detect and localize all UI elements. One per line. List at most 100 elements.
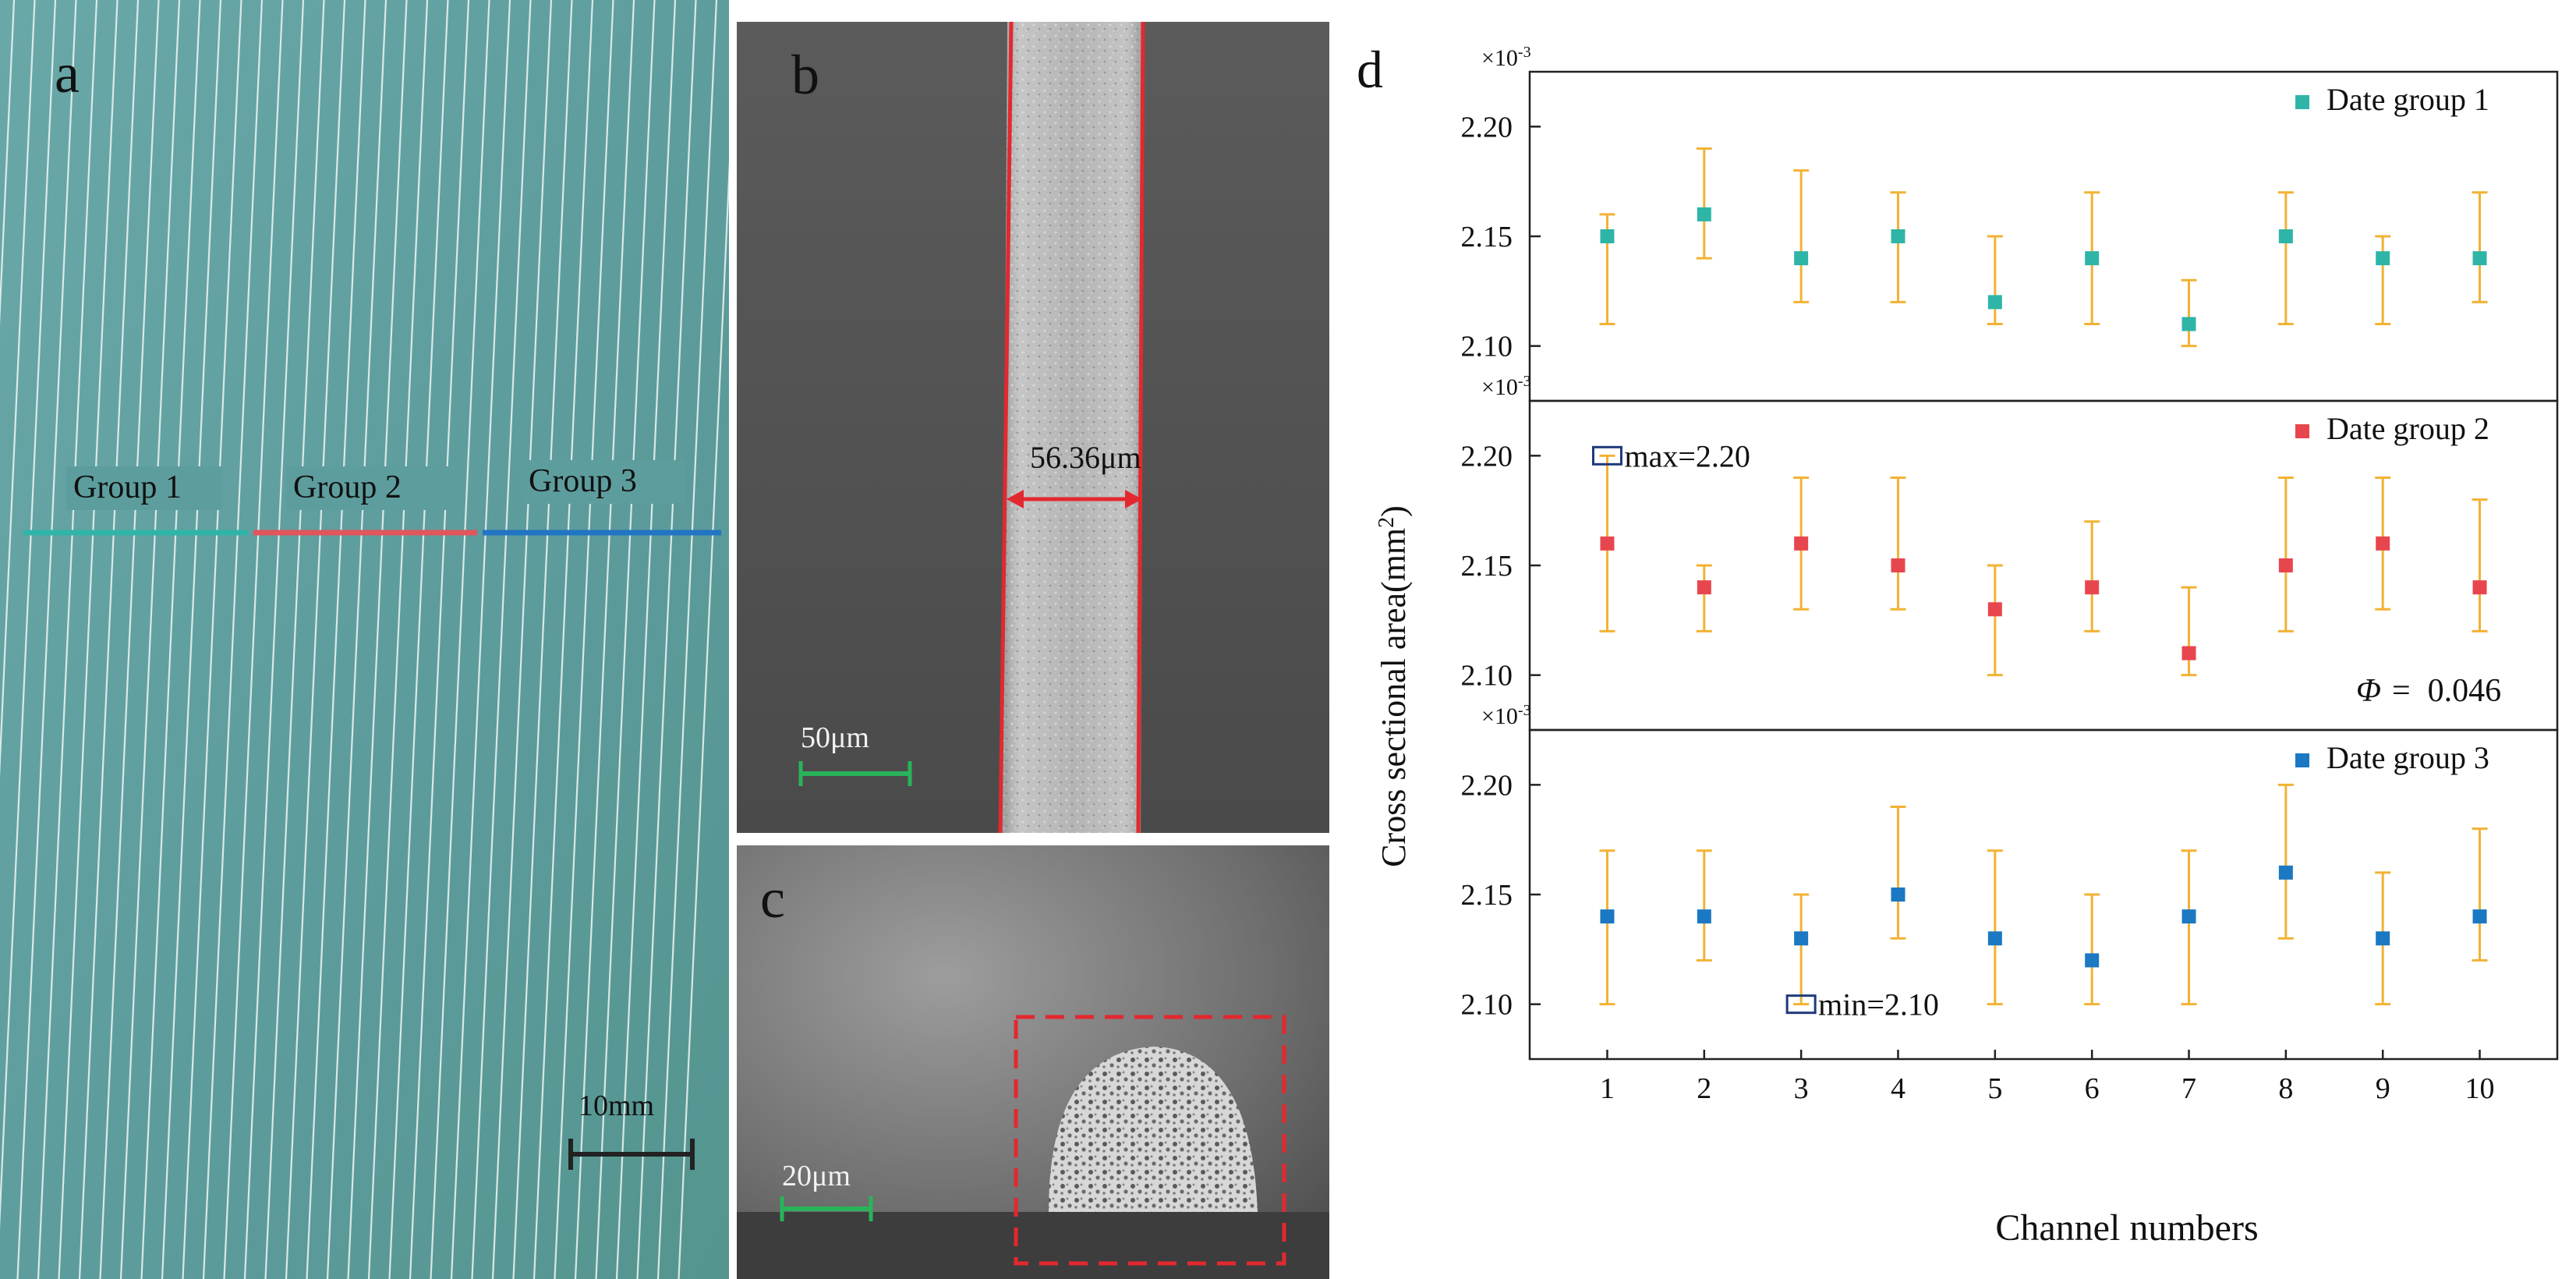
x-tick-label: 10	[2465, 1072, 2495, 1105]
channel-line	[0, 0, 16, 326]
x-axis-label: Channel numbers	[1995, 1207, 2258, 1249]
channel-line	[223, 0, 284, 1279]
chart-svg: d Cross sectional area(mm2) Channel numb…	[1357, 40, 2559, 1249]
data-point	[1891, 558, 1905, 572]
channel-line	[678, 160, 729, 1279]
data-point	[1794, 536, 1809, 551]
channel-line	[99, 0, 160, 1279]
y-tick-label: 2.10	[1461, 660, 1513, 693]
x-tick-label: 1	[1600, 1072, 1615, 1105]
y-multiplier: ×10-3	[1481, 44, 1531, 71]
data-point	[2472, 909, 2487, 924]
y-tick-label: 2.15	[1461, 550, 1513, 583]
channel-line	[285, 0, 346, 1279]
channel-line	[471, 0, 532, 1279]
panel-c-scale-label: 20μm	[782, 1160, 851, 1192]
data-point	[2376, 931, 2390, 946]
panel-b-sem: 56.36μm b 50μm	[737, 22, 1329, 833]
channel-line	[554, 0, 614, 1279]
channel-line	[491, 0, 553, 1279]
data-point	[1600, 536, 1615, 551]
x-tick-label: 9	[2376, 1072, 2390, 1105]
data-point	[2085, 953, 2100, 968]
data-point	[2085, 580, 2100, 595]
panel-b-scale-label: 50μm	[801, 721, 869, 754]
channel-line	[16, 0, 77, 1279]
group-3-label-bg	[522, 460, 686, 504]
x-tick-label: 7	[2181, 1072, 2196, 1105]
panel-b-letter: b	[791, 44, 819, 106]
channel-line	[367, 0, 429, 1279]
panel-c-letter: c	[760, 867, 785, 930]
channel-line	[243, 0, 305, 1279]
legend-label-1: Date group 1	[2327, 82, 2489, 117]
channel-line	[140, 0, 201, 1279]
min-annotation: min=2.10	[1818, 987, 1939, 1022]
data-point	[1987, 931, 2002, 946]
x-tick-label: 4	[1891, 1072, 1905, 1105]
data-point	[1600, 229, 1615, 243]
plot-frame-1	[1528, 70, 2559, 402]
y-axis-label: Cross sectional area(mm2)	[1375, 505, 1414, 867]
channel-line	[78, 0, 140, 1279]
data-point	[1697, 580, 1711, 595]
channel-line	[430, 0, 490, 1279]
channel-texture	[1002, 22, 1144, 833]
phi-annotation: Φ = 0.046	[2356, 673, 2501, 709]
channel-line	[182, 0, 242, 1279]
data-point	[1697, 909, 1711, 924]
data-point	[1794, 251, 1809, 266]
x-tick-label: 6	[2085, 1072, 2100, 1105]
channel-line	[119, 0, 181, 1279]
legend-marker-3	[2295, 753, 2309, 767]
y-tick-label: 2.15	[1461, 879, 1513, 912]
panel-d-letter: d	[1357, 40, 1383, 99]
x-tick-label: 2	[1697, 1072, 1711, 1105]
y-multiplier-exp: -3	[1518, 44, 1531, 61]
group-3-label: Group 3	[529, 463, 637, 499]
channel-line	[306, 0, 366, 1279]
channel-lines	[0, 0, 729, 1279]
data-point	[2472, 251, 2487, 266]
substrate	[737, 1212, 1329, 1279]
channel-line	[615, 0, 677, 1279]
data-point	[1987, 602, 2002, 617]
channel-line	[347, 0, 408, 1279]
data-point	[1697, 207, 1711, 221]
panel-c-sem: c 20μm	[737, 845, 1329, 1279]
channel-cross-section	[1049, 1047, 1258, 1212]
legend-marker-1	[2295, 95, 2309, 109]
panel-a-scale-label: 10mm	[579, 1089, 654, 1122]
x-tick-label: 5	[1987, 1072, 2002, 1105]
y-axis-label-sup: 2	[1375, 517, 1399, 528]
group-1-label: Group 1	[73, 469, 182, 505]
width-label: 56.36μm	[1030, 440, 1141, 475]
max-annotation: max=2.20	[1624, 438, 1750, 473]
y-multiplier: ×10-3	[1481, 702, 1531, 729]
y-multiplier-exp: -3	[1518, 373, 1531, 390]
chart-body: 2.10 2.15 2.20 ×10-3 Date group 1 2.10 2.15 2.2…	[1461, 44, 2559, 1105]
data-point	[1987, 295, 2002, 310]
data-point	[2278, 558, 2293, 572]
x-tick-label: 8	[2278, 1072, 2293, 1105]
data-point	[1891, 888, 1905, 902]
group-2-label: Group 2	[293, 469, 402, 505]
data-point	[1891, 229, 1905, 243]
y-tick-label: 2.10	[1461, 989, 1513, 1022]
data-point	[2376, 536, 2390, 551]
data-point	[2181, 646, 2196, 661]
legend-label-2: Date group 2	[2327, 411, 2489, 446]
phi-equals: =	[2392, 673, 2411, 709]
channel-line	[58, 0, 119, 1279]
channel-line	[388, 0, 449, 1279]
channel-line	[37, 0, 98, 1279]
cross-section-box	[1014, 1015, 1286, 1266]
data-point	[2472, 580, 2487, 595]
right-edge-line	[1136, 22, 1145, 833]
y-multiplier-exp: -3	[1518, 702, 1531, 719]
channel-line	[533, 0, 594, 1279]
width-arrow-head-left	[1007, 490, 1024, 508]
y-tick-label: 2.15	[1461, 221, 1513, 253]
data-point	[2085, 251, 2100, 266]
panel-b-svg: 56.36μm b 50μm	[737, 22, 1329, 833]
